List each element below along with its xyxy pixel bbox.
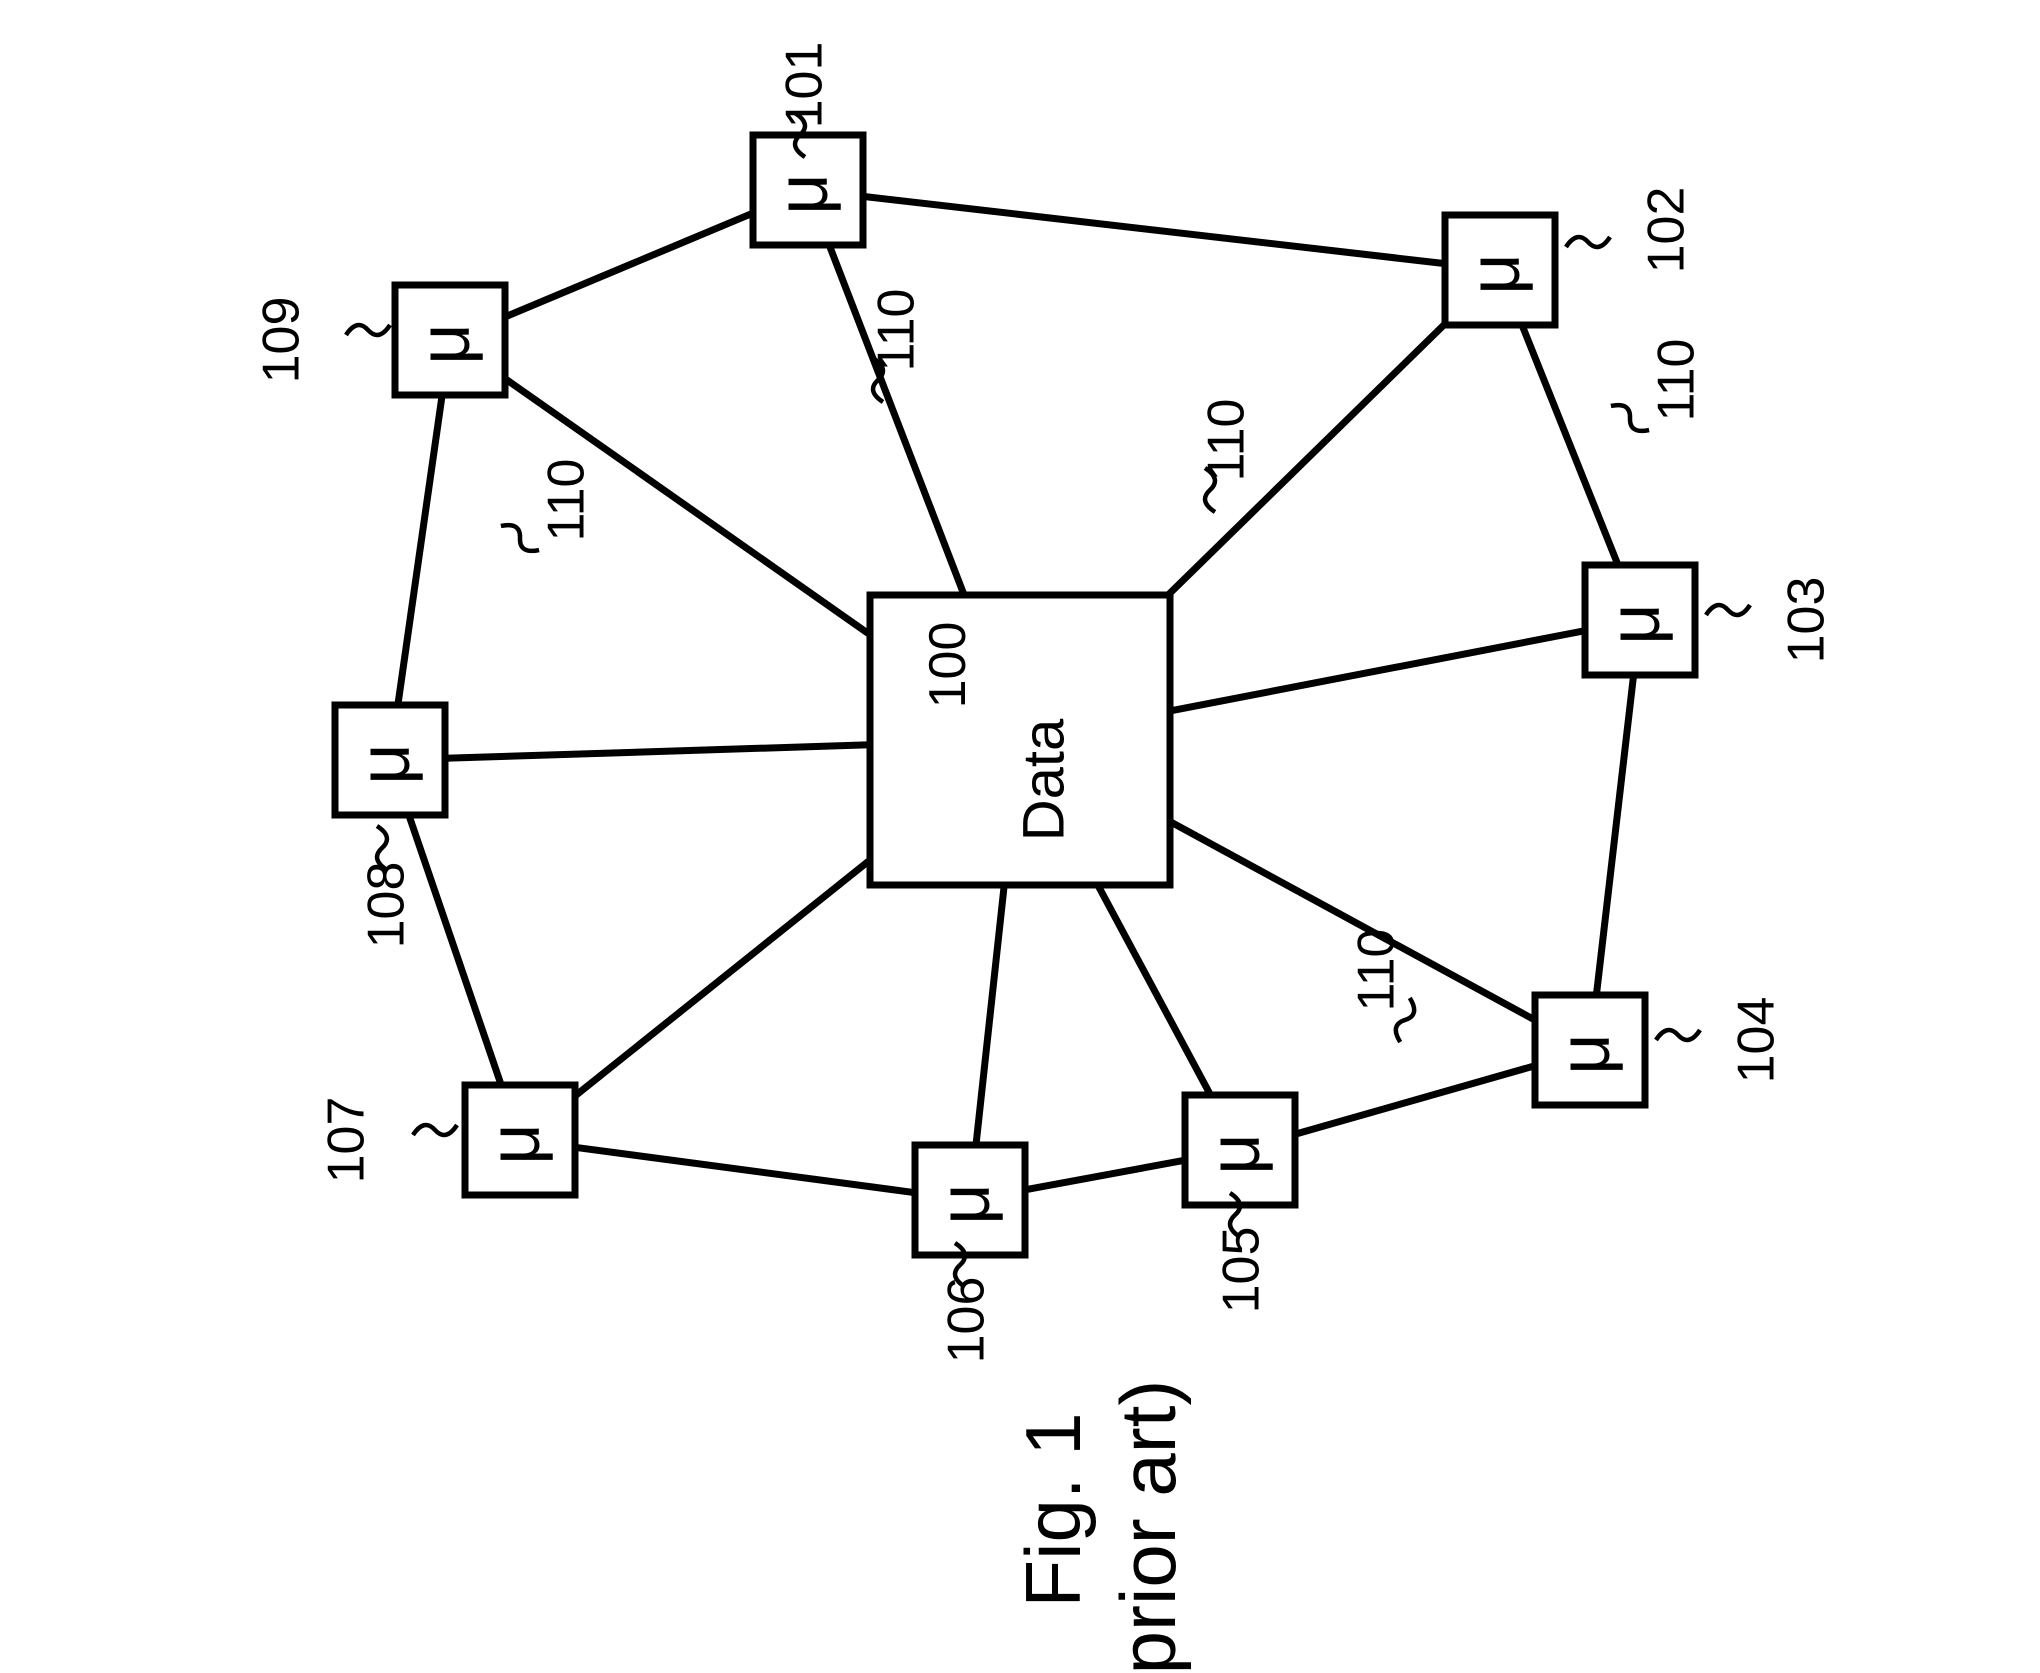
mu-icon: μ [763, 173, 843, 214]
lead-line-icon [346, 325, 390, 335]
node-ref-label: 103 [1778, 577, 1836, 664]
node-ref-label: 107 [318, 1097, 376, 1184]
mu-icon: μ [1595, 603, 1675, 644]
central-data-node: Data 100 [870, 595, 1170, 885]
spoke-edge [575, 860, 870, 1096]
mu-node: μ 108 [335, 705, 445, 948]
mu-icon: μ [475, 1123, 555, 1164]
mu-node: μ 106 [915, 1145, 1025, 1363]
edge-ref-label: 110 [1348, 929, 1406, 1012]
ring-edge [1025, 1160, 1185, 1190]
mu-icon: μ [405, 323, 485, 364]
ring-edge [505, 213, 753, 317]
lead-line-icon [413, 1125, 457, 1135]
figure-caption-line1: Fig. 1 [1009, 1412, 1097, 1607]
lead-line-icon [1656, 1030, 1700, 1040]
edge-ref-label: 110 [538, 459, 596, 542]
node-ref-label: 106 [938, 1277, 996, 1364]
node-ref-label: 104 [1728, 997, 1786, 1084]
mu-icon: μ [1455, 253, 1535, 294]
ring-edge [863, 196, 1445, 263]
central-node-label: Data [1011, 718, 1076, 841]
ring-edge [1295, 1066, 1535, 1135]
diagram-canvas: Data100μ101μ102μ103μ104μ105μ106μ107μ108μ… [0, 0, 2040, 1673]
node-ref-label: 102 [1638, 187, 1696, 274]
lead-line-icon [501, 519, 539, 557]
node-ref-label: 101 [776, 42, 834, 129]
ring-edge [409, 815, 501, 1085]
mu-node: μ 109 [253, 285, 505, 395]
figure-caption-line2: (prior art) [1104, 1380, 1192, 1673]
lead-line-icon [1706, 605, 1750, 615]
mu-node: μ 101 [753, 42, 863, 245]
spoke-edge [1098, 885, 1211, 1095]
ring-edge [398, 395, 442, 705]
node-ref-label: 109 [253, 297, 311, 384]
mu-icon: μ [925, 1183, 1005, 1224]
mu-icon: μ [1545, 1033, 1625, 1074]
mu-node: μ 107 [318, 1085, 575, 1195]
mu-node: μ 103 [1585, 565, 1836, 675]
ring-edge [1522, 325, 1618, 565]
ring-edge [1596, 675, 1633, 995]
mu-node: μ 104 [1535, 995, 1786, 1105]
spoke-edge [1170, 631, 1585, 711]
edge-ref-label: 110 [1648, 339, 1706, 422]
lead-line-icon [1566, 237, 1610, 247]
spoke-edge [445, 745, 870, 758]
ring-edge [575, 1147, 915, 1192]
node-ref-label: 108 [358, 862, 416, 949]
node-ref-label: 105 [1213, 1227, 1271, 1314]
lead-line-icon [1611, 399, 1649, 437]
mu-icon: μ [345, 743, 425, 784]
spoke-edge [976, 885, 1004, 1145]
mu-icon: μ [1195, 1133, 1275, 1174]
mu-node: μ 102 [1445, 187, 1696, 325]
central-node-ref: 100 [919, 622, 977, 709]
